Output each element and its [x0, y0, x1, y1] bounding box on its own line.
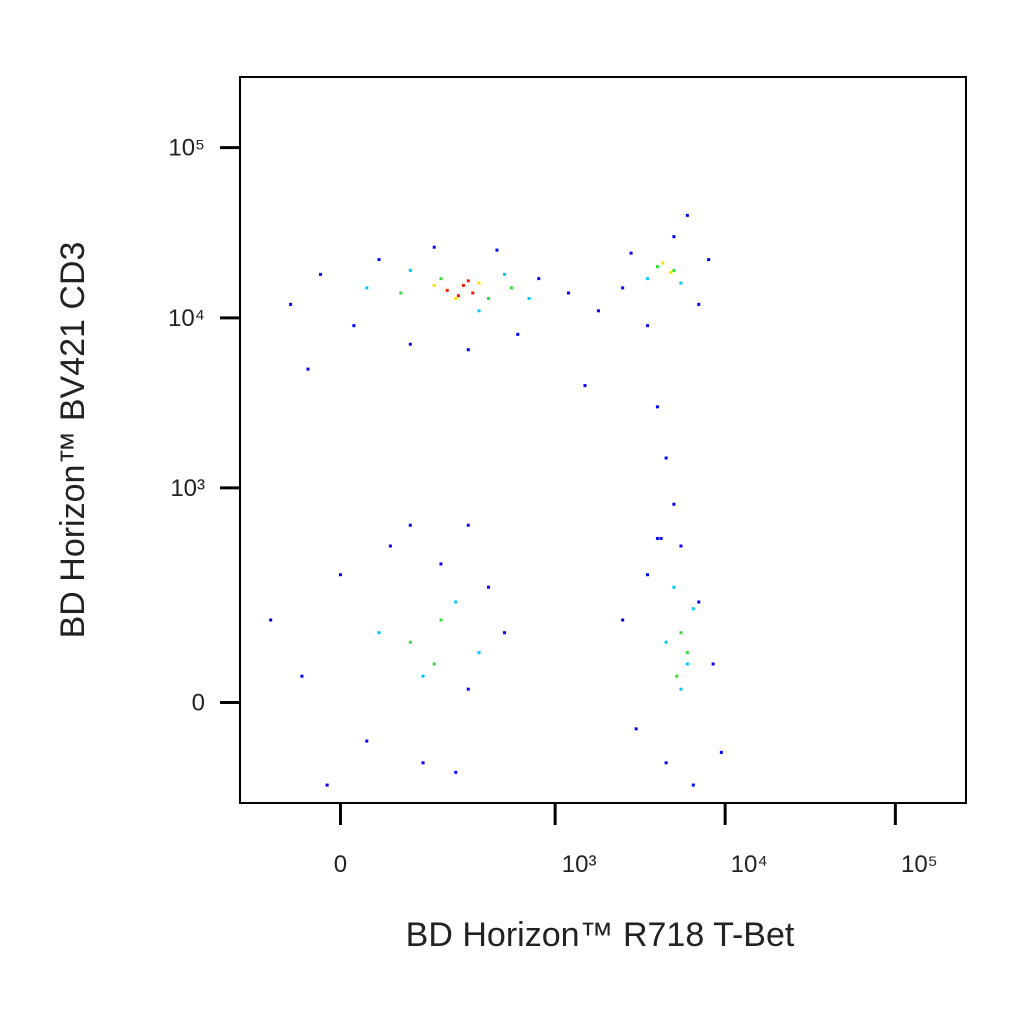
data-point — [646, 277, 650, 281]
y-tick-label: 10⁴ — [168, 305, 205, 332]
data-point — [408, 268, 412, 272]
data-point — [487, 585, 491, 589]
data-point — [456, 294, 460, 298]
data-point — [487, 296, 491, 300]
data-point — [421, 674, 425, 678]
data-point — [672, 585, 676, 589]
data-point — [388, 544, 392, 548]
x-tick-label: 10⁵ — [901, 851, 938, 878]
data-point — [503, 631, 507, 635]
y-tick-label: 10⁵ — [168, 135, 205, 162]
data-point — [377, 631, 381, 635]
data-point — [685, 662, 689, 666]
data-point — [537, 277, 541, 281]
data-point — [432, 283, 436, 287]
data-point — [634, 727, 638, 731]
data-point — [495, 248, 499, 252]
data-point — [679, 687, 683, 691]
data-point — [408, 640, 412, 644]
data-point — [454, 770, 458, 774]
data-point — [516, 332, 520, 336]
data-point — [655, 405, 659, 409]
data-point — [719, 750, 723, 754]
data-point — [300, 674, 304, 678]
data-point — [679, 544, 683, 548]
data-point — [669, 270, 673, 274]
x-tick-label: 0 — [334, 851, 347, 878]
data-point — [596, 309, 600, 313]
data-point — [621, 286, 625, 290]
data-point — [466, 687, 470, 691]
data-point — [707, 258, 711, 262]
data-point — [432, 662, 436, 666]
data-point — [659, 536, 663, 540]
data-point — [664, 761, 668, 765]
data-point — [685, 651, 689, 655]
x-axis-label: BD Horizon™ R718 T-Bet — [406, 916, 795, 954]
data-point — [454, 296, 458, 300]
y-tick-label: 0 — [192, 690, 205, 717]
data-point — [679, 281, 683, 285]
data-point — [408, 523, 412, 527]
data-point — [629, 251, 633, 255]
data-point — [503, 272, 507, 276]
data-point — [439, 618, 443, 622]
data-point — [289, 302, 293, 306]
data-point — [352, 324, 356, 328]
data-point — [697, 302, 701, 306]
data-point — [471, 291, 475, 295]
data-point — [408, 342, 412, 346]
data-point — [477, 651, 481, 655]
x-tick-label: 10³ — [562, 851, 597, 878]
data-point — [672, 268, 676, 272]
x-tick-label: 10⁴ — [731, 851, 768, 878]
data-point — [466, 279, 470, 283]
data-point — [477, 309, 481, 313]
data-point — [365, 286, 369, 290]
data-point — [319, 272, 323, 276]
data-point — [365, 739, 369, 743]
data-point — [477, 281, 481, 285]
data-point — [679, 631, 683, 635]
data-point — [621, 618, 625, 622]
data-point — [672, 502, 676, 506]
y-axis-label: BD Horizon™ BV421 CD3 — [54, 242, 92, 639]
data-point — [664, 640, 668, 644]
data-point — [675, 674, 679, 678]
data-point — [661, 261, 665, 265]
data-point — [646, 324, 650, 328]
data-point — [466, 348, 470, 352]
data-point — [399, 291, 403, 295]
data-point — [439, 562, 443, 566]
data-point — [685, 213, 689, 217]
data-point — [454, 600, 458, 604]
data-point — [509, 286, 513, 290]
data-point — [655, 265, 659, 269]
data-point — [711, 662, 715, 666]
data-point — [445, 288, 449, 292]
data-point — [527, 296, 531, 300]
y-tick-label: 10³ — [170, 475, 205, 502]
data-point — [439, 277, 443, 281]
data-point — [646, 573, 650, 577]
data-point — [432, 245, 436, 249]
data-point — [655, 536, 659, 540]
plot-frame — [239, 76, 967, 804]
data-point — [462, 283, 466, 287]
data-point — [583, 384, 587, 388]
data-point — [325, 783, 329, 787]
data-point — [697, 600, 701, 604]
data-point — [421, 761, 425, 765]
data-point — [466, 523, 470, 527]
data-point — [691, 607, 695, 611]
data-point — [664, 456, 668, 460]
data-point — [377, 258, 381, 262]
data-point — [691, 783, 695, 787]
data-point — [338, 573, 342, 577]
data-point — [672, 235, 676, 239]
data-point — [269, 618, 273, 622]
data-point — [306, 367, 310, 371]
data-point — [567, 291, 571, 295]
